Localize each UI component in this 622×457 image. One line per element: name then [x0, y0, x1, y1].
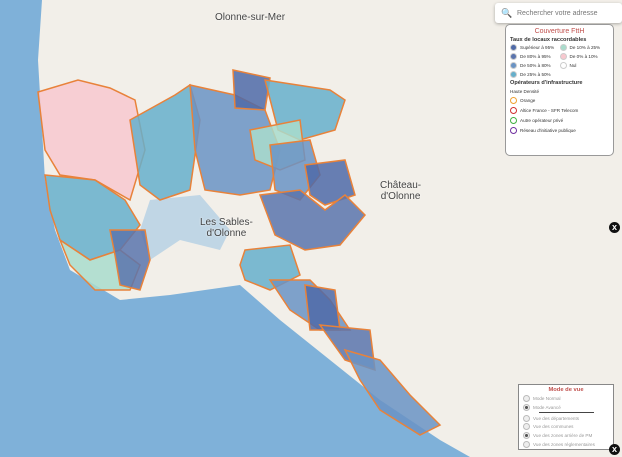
- layer-label: Vue des départements: [533, 415, 580, 421]
- legend-rate-item: Supérieur à 95%: [510, 44, 560, 51]
- search-placeholder: Rechercher votre adresse: [517, 9, 598, 17]
- operator-label: Orange: [520, 98, 536, 103]
- mode-radio[interactable]: Mode Avancé: [523, 403, 609, 411]
- legend-operator-item: Autre opérateur privé: [510, 117, 609, 124]
- operator-ring-icon: [510, 107, 517, 114]
- search-icon: 🔍: [501, 7, 513, 18]
- layer-label: Vue des zones réglementaires: [533, 441, 595, 447]
- layer-radio[interactable]: Vue des départements: [523, 414, 609, 422]
- legend-rate-item: De 25% à 50%: [510, 71, 560, 78]
- mode-label: Mode Normal: [533, 396, 561, 401]
- legend-operator-item: Orange: [510, 97, 609, 104]
- legend-rate-item: De 80% à 95%: [510, 53, 560, 60]
- city-label-olonne: Olonne-sur-Mer: [215, 12, 286, 23]
- layer-radio[interactable]: Vue des zones arrière de PM: [523, 431, 609, 439]
- color-swatch: [559, 62, 567, 69]
- rate-label: De 25% à 50%: [520, 72, 551, 77]
- color-swatch: [510, 71, 517, 78]
- color-swatch: [559, 44, 567, 51]
- radio-icon[interactable]: [523, 403, 530, 411]
- radio-icon[interactable]: [523, 431, 530, 439]
- rate-label: De 0% à 10%: [569, 54, 598, 59]
- operator-label: Autre opérateur privé: [520, 118, 564, 123]
- legend-title: Couverture FttH: [534, 28, 585, 35]
- rate-label: Nul: [569, 63, 577, 68]
- rate-label: Supérieur à 95%: [520, 45, 555, 50]
- view-mode-panel: Mode de vue Mode Normal Mode Avancé Vue d…: [518, 384, 614, 450]
- radio-icon[interactable]: [523, 440, 530, 448]
- radio-icon[interactable]: [523, 423, 530, 431]
- city-label-sables: Les Sables- d'Olonne: [200, 217, 253, 239]
- operators-title: Opérateurs d'infrastructure: [510, 80, 583, 86]
- layer-label: Vue des zones arrière de PM: [533, 432, 593, 438]
- color-swatch: [559, 53, 567, 60]
- operator-ring-icon: [510, 117, 517, 124]
- layer-radio[interactable]: Vue des communes: [523, 423, 609, 431]
- rate-label: De 10% à 25%: [569, 45, 601, 50]
- radio-icon[interactable]: [523, 395, 530, 402]
- sea: [0, 0, 470, 457]
- mode-radio[interactable]: Mode Normal: [523, 395, 609, 402]
- operator-label: Réseau d'initiative publique: [520, 128, 576, 133]
- radio-icon[interactable]: [523, 414, 530, 422]
- layer-label: Vue des communes: [533, 424, 574, 430]
- close-icon[interactable]: x: [609, 222, 620, 233]
- operator-label: Altice France - SFR Telecom: [520, 108, 579, 113]
- mode-title: Mode de vue: [548, 387, 584, 393]
- city-label-chateau: Château- d'Olonne: [380, 180, 422, 202]
- color-swatch: [510, 44, 517, 51]
- legend-operator-item: Réseau d'initiative publique: [510, 127, 609, 134]
- legend-operator-item: Altice France - SFR Telecom: [510, 107, 609, 114]
- color-swatch: [510, 53, 517, 60]
- operator-ring-icon: [510, 127, 517, 134]
- legend-rate-item: De 0% à 10%: [559, 53, 610, 60]
- operator-ring-icon: [510, 97, 517, 104]
- rate-label: De 50% à 80%: [520, 63, 551, 68]
- legend-rate-item: De 10% à 25%: [559, 44, 610, 51]
- harbour: [140, 195, 230, 260]
- rate-title: Taux de locaux raccordables: [510, 37, 587, 43]
- layer-radio[interactable]: Vue des zones réglementaires: [523, 440, 609, 448]
- search-input[interactable]: 🔍 Rechercher votre adresse: [495, 3, 622, 23]
- mode-label: Mode Avancé: [533, 404, 561, 410]
- legend: Couverture FttH Taux de locaux raccordab…: [505, 24, 614, 156]
- density-label: Haute Densité: [510, 89, 540, 94]
- close-icon[interactable]: x: [609, 444, 620, 455]
- color-swatch: [510, 62, 517, 69]
- legend-rate-item: Nul: [559, 62, 610, 69]
- legend-rate-item: De 50% à 80%: [510, 62, 560, 69]
- rate-label: De 80% à 95%: [520, 54, 551, 59]
